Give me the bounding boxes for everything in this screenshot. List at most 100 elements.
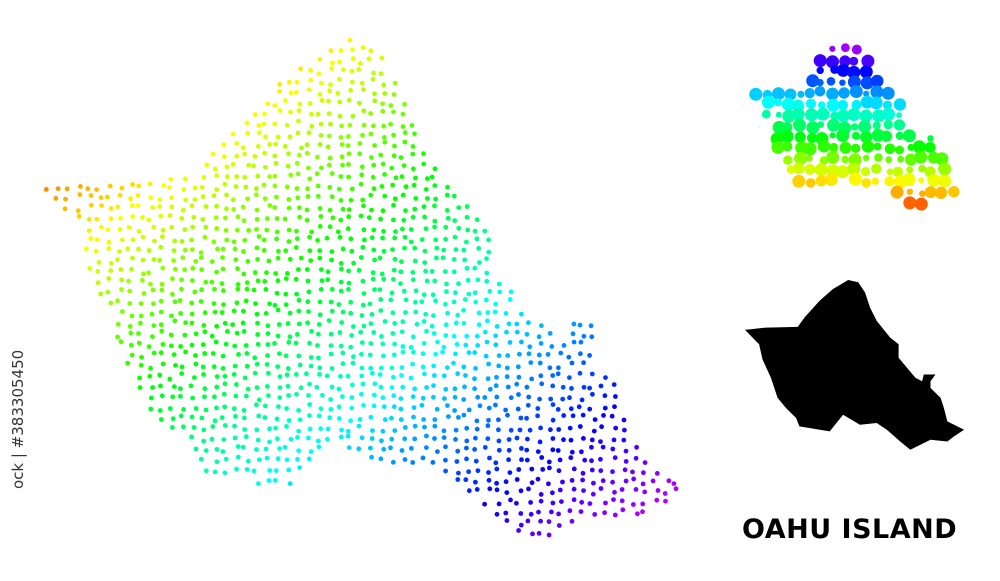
map-dot	[306, 289, 312, 295]
map-dot	[435, 339, 440, 345]
map-dot	[571, 497, 577, 503]
map-dot	[324, 235, 330, 241]
map-dot	[179, 286, 184, 292]
map-dot	[412, 245, 418, 251]
map-dot	[265, 323, 271, 329]
map-dot	[389, 415, 394, 421]
map-bubble	[836, 109, 850, 123]
map-dot	[399, 259, 404, 265]
map-dot	[327, 415, 333, 421]
map-dot	[118, 339, 124, 345]
map-dot	[571, 486, 577, 492]
map-dot	[339, 142, 345, 147]
map-dot	[359, 365, 365, 371]
map-dot	[382, 417, 388, 422]
map-dot	[146, 248, 152, 253]
map-bubble	[818, 101, 826, 109]
map-dot	[360, 132, 365, 138]
map-dot	[234, 382, 239, 387]
map-dot	[433, 237, 439, 243]
map-dot	[370, 428, 375, 433]
map-dot	[308, 363, 314, 369]
map-dot	[432, 166, 438, 172]
map-dot	[527, 427, 533, 433]
map-dot	[120, 309, 125, 314]
map-dot	[579, 449, 584, 455]
map-dot	[444, 208, 450, 213]
map-dot	[231, 406, 237, 412]
map-dot	[148, 281, 153, 287]
map-dot	[494, 394, 500, 400]
map-dot	[535, 406, 541, 411]
map-dot	[514, 321, 520, 327]
map-dot	[425, 196, 430, 201]
map-dot	[611, 497, 616, 502]
map-dot	[464, 456, 469, 462]
map-dot	[369, 155, 374, 160]
map-dot	[295, 456, 300, 462]
map-dot	[336, 186, 342, 192]
map-dot	[277, 108, 283, 113]
map-dot	[275, 278, 281, 284]
map-dot	[622, 467, 628, 473]
map-bubble	[847, 65, 861, 79]
map-dot	[293, 245, 299, 250]
map-dot	[485, 436, 491, 442]
map-dot	[528, 500, 533, 505]
map-dot	[504, 490, 510, 495]
map-bubble	[851, 131, 861, 140]
map-dot	[494, 511, 500, 517]
map-dot	[600, 478, 606, 484]
map-dot	[138, 362, 144, 368]
map-dot	[359, 164, 365, 170]
map-dot	[242, 375, 248, 381]
map-dot	[328, 299, 334, 305]
map-dot	[422, 214, 427, 220]
map-dot	[160, 342, 166, 347]
map-dot	[550, 490, 555, 496]
map-dot	[273, 141, 279, 147]
map-dot	[350, 113, 356, 119]
map-dot	[379, 271, 385, 277]
map-dot	[452, 218, 458, 224]
map-bubble	[948, 186, 960, 198]
map-dot	[419, 299, 425, 305]
map-dot	[181, 187, 187, 193]
map-dot	[528, 360, 534, 365]
map-dot	[377, 372, 383, 377]
map-dot	[307, 176, 313, 182]
map-dot	[274, 416, 280, 422]
map-dot	[318, 426, 324, 432]
map-dot	[231, 308, 237, 314]
map-dot	[561, 437, 566, 443]
map-dot	[484, 297, 489, 303]
map-bubble	[881, 86, 895, 100]
map-dot	[372, 381, 378, 387]
map-dot	[255, 332, 261, 337]
map-bubble	[847, 162, 861, 176]
map-dot	[410, 144, 416, 149]
map-dot	[181, 407, 187, 412]
map-dot	[568, 406, 574, 412]
map-dot	[360, 197, 366, 203]
map-dot	[371, 330, 377, 335]
map-bubble	[873, 142, 882, 151]
map-dot	[179, 371, 185, 376]
map-dot	[462, 257, 468, 263]
map-dot	[173, 266, 178, 272]
map-bubble	[815, 175, 827, 187]
map-dot	[277, 89, 282, 94]
map-dot	[319, 165, 324, 171]
map-dot	[519, 457, 524, 463]
map-dot	[486, 237, 491, 243]
map-dot	[578, 509, 584, 514]
map-bubble	[847, 108, 861, 121]
map-dot	[173, 363, 178, 368]
map-dot	[412, 386, 418, 392]
map-dot	[349, 186, 355, 192]
map-dot	[98, 291, 104, 297]
map-bubble	[827, 118, 840, 132]
map-dot	[359, 391, 364, 397]
map-dot	[304, 207, 310, 213]
map-dot	[266, 370, 271, 376]
